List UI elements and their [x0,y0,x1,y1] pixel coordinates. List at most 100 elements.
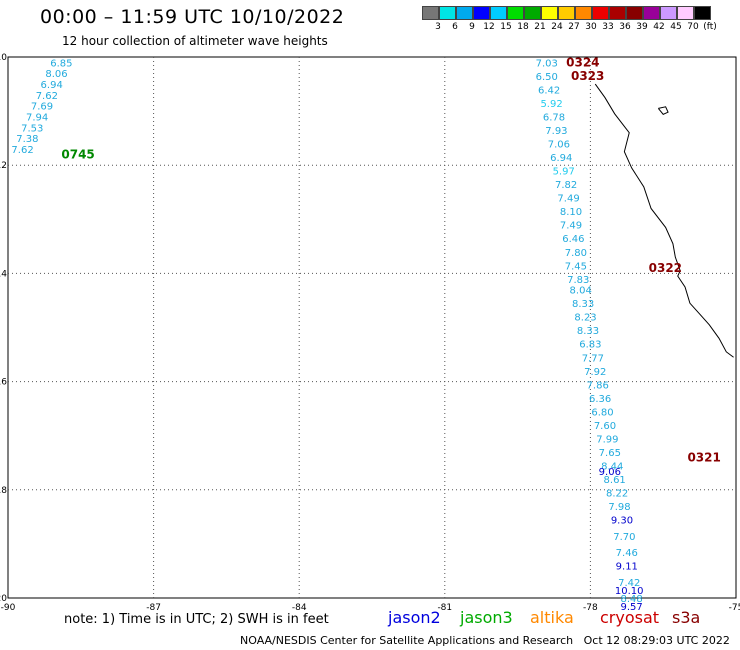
wave-height-label: 7.49 [560,221,582,232]
colorbar-label: 6 [452,22,458,32]
pass-time-label: 0322 [649,261,682,275]
wave-height-label: 7.80 [565,248,587,259]
wave-height-label: 7.03 [536,58,558,69]
coastline [594,83,734,358]
wave-height-label: 8.23 [574,313,596,324]
colorbar-label: 39 [636,22,648,32]
wave-height-label: 6.83 [579,340,601,351]
wave-height-label: 7.69 [31,102,53,113]
colorbar-label: (ft) [703,22,717,32]
legend-note: note: 1) Time is in UTC; 2) SWH is in fe… [64,612,329,627]
wave-height-label: 7.93 [545,126,567,137]
wave-height-label: 6.94 [550,153,572,164]
legend-altika: altika [530,608,574,627]
lon-tick-label: -90 [1,603,16,613]
chart-subtitle: 12 hour collection of altimeter wave hei… [62,34,328,48]
wave-height-label: 5.97 [553,167,575,178]
wave-height-label: 9.11 [616,562,638,573]
lon-tick-label: -78 [583,603,598,613]
colorbar-label: 21 [534,22,546,32]
wave-height-label: 8.04 [570,286,592,297]
pass-time-label: 0324 [566,55,599,69]
wave-height-label: 8.48 [621,594,643,605]
colorbar-label: 18 [517,22,529,32]
wave-height-label: 8.33 [577,326,599,337]
colorbar-label: 24 [551,22,563,32]
colorbar-swatch [575,6,592,20]
wave-height-label: 8.33 [572,299,594,310]
wave-height-label: 5.92 [540,99,562,110]
colorbar-swatch [643,6,660,20]
wave-height-label: 9.06 [599,467,621,478]
legend-jason2: jason2 [388,608,441,627]
wave-height-label: 6.94 [41,80,63,91]
colorbar-label: 33 [602,22,614,32]
wave-height-label: 8.61 [604,475,626,486]
lon-tick-label: -75 [729,603,740,613]
wave-height-label: 9.30 [611,516,633,527]
colorbar-label: 27 [568,22,580,32]
colorbar-swatch [558,6,575,20]
credit-footer: NOAA/NESDIS Center for Satellite Applica… [240,634,730,647]
wave-height-label: 7.46 [616,548,638,559]
colorbar-swatch [660,6,677,20]
wave-height-label: 7.62 [11,145,33,156]
colorbar-label: 30 [585,22,597,32]
island-outline [657,106,669,115]
wave-height-label: 8.22 [606,489,628,500]
wave-height-label: 7.42 [618,578,640,589]
legend-s3a: s3a [672,608,701,627]
wave-height-label: 8.10 [560,207,582,218]
wave-height-label: 7.82 [555,180,577,191]
wave-height-label: 10.10 [615,586,644,597]
colorbar-swatch [541,6,558,20]
colorbar-swatch [439,6,456,20]
colorbar-swatch [524,6,541,20]
wave-height-label: 7.77 [582,353,604,364]
wave-height-label: 7.70 [613,532,635,543]
legend-cryosat: cryosat [600,608,660,627]
pass-time-label: 0745 [61,147,94,161]
wave-height-label: 7.92 [584,367,606,378]
chart-title: 00:00 – 11:59 UTC 10/10/2022 [40,6,345,28]
lon-tick-label: -81 [437,603,452,613]
colorbar-swatch [473,6,490,20]
colorbar-swatch [456,6,473,20]
colorbar-label: 12 [483,22,495,32]
colorbar-swatch [677,6,694,20]
wave-height-label: 7.65 [599,448,621,459]
wave-height-label: 9.57 [621,602,643,613]
lat-tick-label: -14 [0,269,7,279]
lat-tick-label: -20 [0,594,7,604]
wave-height-label: 6.78 [543,113,565,124]
wave-height-label: 7.06 [548,140,570,151]
map-frame [7,56,737,599]
wave-height-label: 7.99 [596,434,618,445]
colorbar-label: 15 [500,22,512,32]
colorbar-label: 36 [619,22,631,32]
pass-time-label: 0323 [571,69,604,83]
colorbar-label: 42 [653,22,665,32]
colorbar-swatch [592,6,609,20]
lat-tick-label: -16 [0,378,7,388]
lat-tick-label: -12 [0,161,7,171]
colorbar-label: 45 [670,22,682,32]
wave-height-label: 6.85 [50,58,72,69]
colorbar-label: 9 [469,22,475,32]
lat-tick-label: -18 [0,486,7,496]
wave-height-label: 7.98 [608,502,630,513]
wave-height-label: 6.36 [589,394,611,405]
lon-tick-label: -84 [292,603,307,613]
wave-height-label: 7.49 [557,194,579,205]
lat-tick-label: -10 [0,53,7,63]
legend-jason3: jason3 [460,608,513,627]
colorbar-swatch [422,6,439,20]
wave-height-label: 7.38 [16,134,38,145]
wave-height-label: 8.44 [601,461,623,472]
wave-height-label: 7.62 [36,91,58,102]
wave-height-label: 7.60 [594,421,616,432]
colorbar-swatch [694,6,711,20]
pass-time-label: 0321 [687,450,720,464]
lon-tick-label: -87 [146,603,161,613]
